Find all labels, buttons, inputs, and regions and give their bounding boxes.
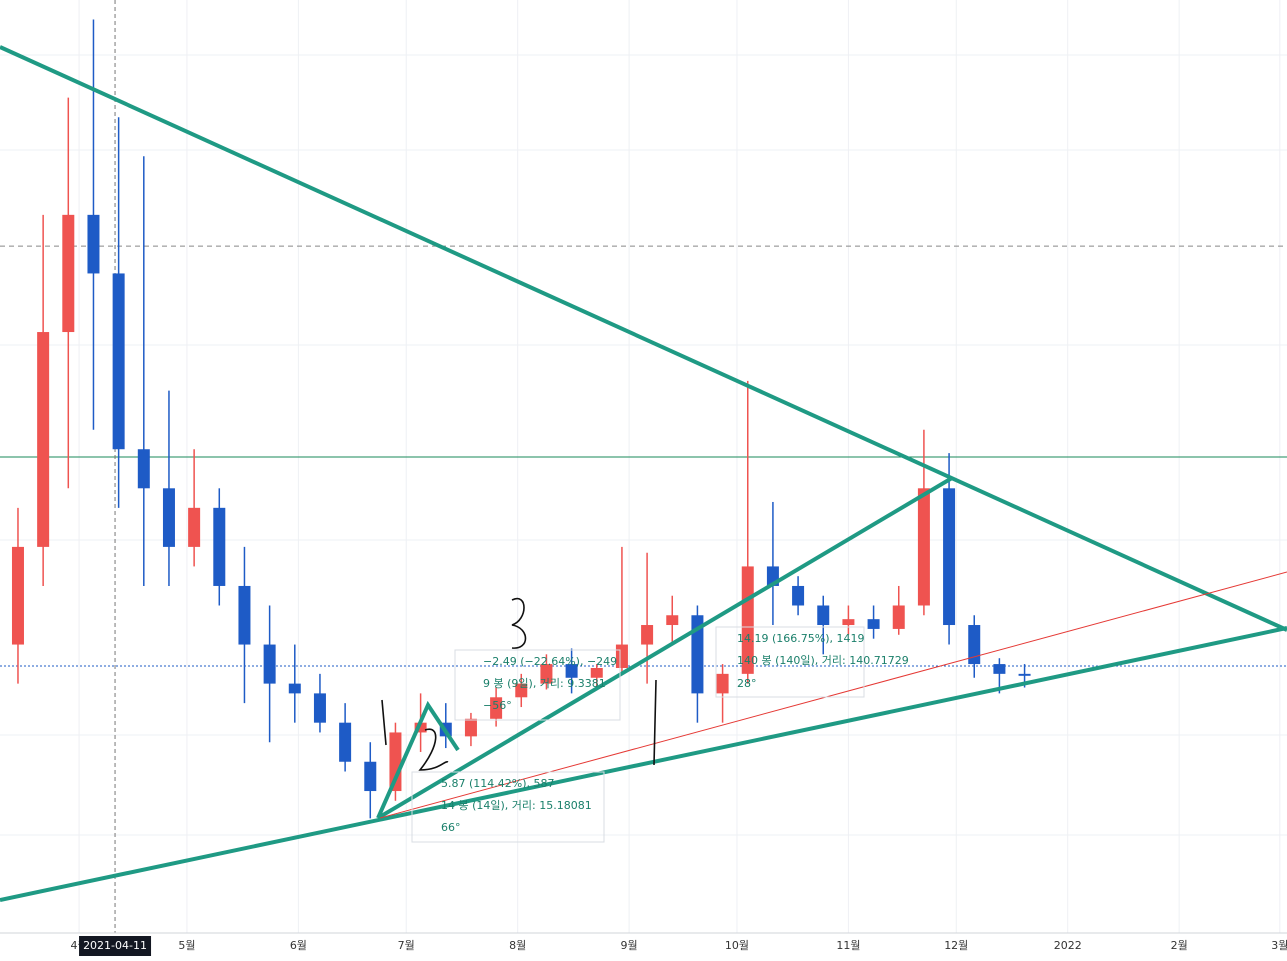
- handwriting: [381, 597, 657, 771]
- candle-body: [339, 722, 352, 762]
- trendline: [376, 476, 954, 820]
- candle-body: [892, 605, 905, 629]
- x-tick-label: 3월: [1271, 939, 1287, 952]
- candle-body: [565, 664, 578, 678]
- annotations: −2.49 (−22.64%), −249 9 봉 (9일), 거리: 9.338…: [411, 626, 909, 843]
- candle-body: [288, 683, 301, 694]
- x-tick-label: 12월: [944, 939, 968, 952]
- wave-line: [376, 700, 460, 819]
- crosshair-label-text: 2021-04-11: [83, 939, 147, 952]
- candle-body: [263, 644, 276, 684]
- measure-label: 14.19 (166.75%), 1419: [737, 632, 865, 645]
- candle-body: [87, 214, 100, 274]
- x-tick-label: 9월: [621, 939, 638, 952]
- x-tick-label: 8월: [509, 939, 526, 952]
- measure-label: −56°: [483, 699, 512, 712]
- candle-body: [615, 644, 628, 668]
- candle-body: [62, 214, 75, 333]
- measure-label: 9 봉 (9일), 거리: 9.3381: [483, 676, 606, 690]
- levels: [0, 0, 1287, 933]
- candle-body: [968, 625, 981, 665]
- candle-body: [691, 615, 704, 694]
- measure-box: [454, 649, 621, 721]
- candle-body: [238, 585, 251, 645]
- crosshair-label: 2021-04-11: [79, 936, 152, 956]
- candle-body: [213, 507, 226, 586]
- candle-body: [867, 619, 880, 629]
- x-tick-label: 2022: [1054, 939, 1082, 952]
- candle-body: [364, 761, 377, 792]
- candle-body: [162, 488, 175, 547]
- trendline: [0, 626, 1287, 902]
- candle-body: [1018, 673, 1031, 676]
- x-tick-label: 6월: [290, 939, 307, 952]
- candle-body: [716, 673, 729, 694]
- measure-label: 140 봉 (140일), 거리: 140.71729: [737, 653, 909, 667]
- candle-body: [188, 507, 201, 547]
- x-axis: [0, 933, 1287, 961]
- candle-body: [666, 615, 679, 626]
- candle-body: [414, 722, 427, 733]
- candle-body: [741, 566, 754, 674]
- candle-body: [37, 332, 50, 547]
- trendline: [379, 571, 1287, 819]
- candle-body: [993, 664, 1006, 674]
- candle-body: [490, 697, 503, 719]
- x-tick-label: 2월: [1171, 939, 1188, 952]
- candle-body: [137, 449, 150, 489]
- candle-body: [313, 693, 326, 723]
- measure-box: [715, 626, 865, 698]
- trendline: [0, 45, 1287, 632]
- candle-body: [842, 619, 855, 626]
- measure-label: 28°: [737, 677, 757, 690]
- candle-body: [943, 488, 956, 626]
- x-tick-label: 10월: [725, 939, 749, 952]
- candle-body: [11, 546, 24, 645]
- measure-box: [411, 771, 605, 843]
- candle-body: [540, 664, 553, 684]
- x-tick-label: 11월: [836, 939, 860, 952]
- measure-label: 5.87 (114.42%), 587: [441, 777, 555, 790]
- candle-body: [917, 488, 930, 606]
- x-tick-label: 7월: [398, 939, 415, 952]
- crosshair-label-box: [79, 936, 152, 956]
- candle-body: [112, 273, 125, 450]
- measure-label: −2.49 (−22.64%), −249: [483, 655, 617, 668]
- candle-body: [817, 605, 830, 626]
- candle-body: [515, 683, 528, 698]
- x-tick-label: 5월: [178, 939, 195, 952]
- candle-body: [641, 625, 654, 645]
- trendlines: [0, 45, 1287, 902]
- candle-body: [464, 718, 477, 737]
- x-axis-labels: 4월5월6월7월8월9월10월11월12월20222월3월2021-04-11: [71, 936, 1287, 956]
- candle-body: [590, 667, 603, 678]
- candle-body: [792, 585, 805, 606]
- measure-label: 66°: [441, 821, 461, 834]
- grid: [0, 0, 1287, 933]
- measure-label: 14 봉 (14일), 거리: 15.18081: [441, 798, 592, 812]
